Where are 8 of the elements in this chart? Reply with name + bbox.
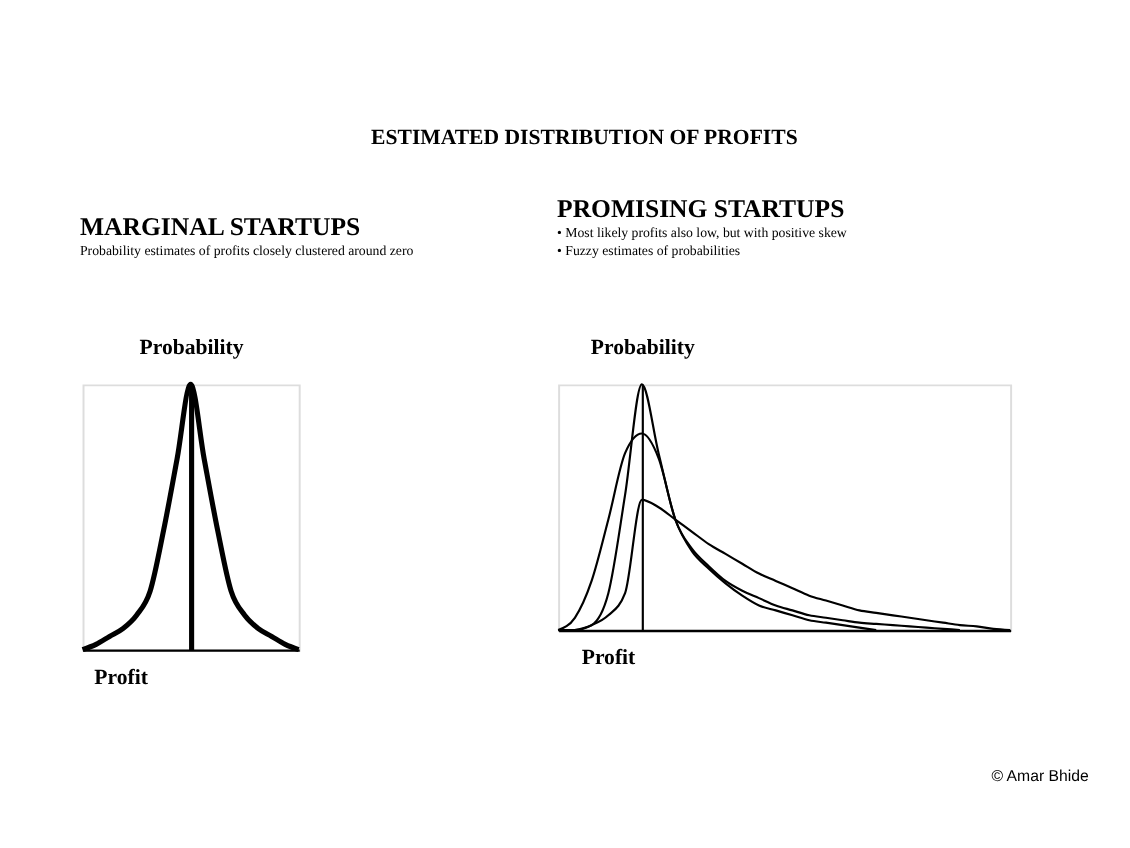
y-axis-title: Probability	[590, 335, 696, 360]
chart-title: MARGINAL STARTUPS	[79, 213, 361, 242]
chart-title: PROMISING STARTUPS	[557, 195, 845, 224]
x-axis-title: Profit	[581, 646, 637, 671]
x-axis-title: Profit	[94, 666, 149, 691]
y-axis-title: Probability	[139, 335, 245, 360]
text: © Amar Bhide	[991, 767, 1090, 786]
text: ESTIMATED DISTRIBUTION OF PROFITS	[371, 125, 798, 150]
